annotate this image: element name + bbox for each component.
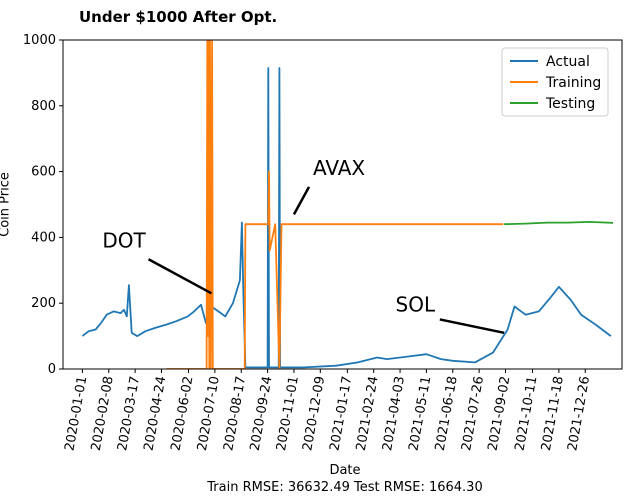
x-tick-label: 2020-04-24 [142, 375, 170, 452]
x-tick-label: 2020-08-17 [221, 375, 249, 452]
legend-box [501, 47, 609, 117]
y-tick-label: 1000 [23, 33, 56, 48]
x-tick-label: 2020-01-01 [62, 375, 90, 452]
x-tick-label: 2020-02-08 [89, 375, 117, 452]
annotation-arrow-avax [292, 186, 311, 215]
x-tick-label: 2020-12-09 [300, 375, 328, 452]
y-tick-label: 0 [48, 362, 56, 377]
x-axis-label: Date [329, 463, 361, 478]
x-tick-label: 2021-12-26 [565, 375, 593, 452]
x-tick-label: 2020-07-10 [195, 375, 223, 452]
x-tick-label: 2021-11-18 [539, 375, 567, 452]
annotation-avax: AVAX [313, 156, 365, 180]
legend-label-training: Training [545, 75, 601, 91]
x-tick-label: 2021-07-26 [459, 375, 487, 452]
annotation-arrow-dot [147, 258, 213, 295]
series-line-testing [504, 221, 614, 226]
y-tick-label: 800 [31, 99, 56, 114]
x-tick-label: 2021-01-17 [327, 375, 355, 452]
series-line-training [166, 40, 504, 369]
annotation-arrow-sol [439, 318, 505, 335]
legend-label-testing: Testing [545, 96, 595, 112]
y-tick-label: 400 [31, 230, 56, 245]
annotation-dot: DOT [102, 228, 146, 252]
x-tick-label: 2021-09-02 [486, 375, 514, 452]
y-tick-label: 600 [31, 165, 56, 180]
y-tick-label: 200 [31, 296, 56, 311]
x-tick-label: 2020-06-02 [169, 375, 197, 452]
x-tick-label: 2021-10-11 [513, 375, 541, 452]
x-tick-label: 2020-03-17 [115, 375, 143, 452]
plot-frame [62, 39, 623, 370]
x-tick-label: 2021-06-18 [433, 375, 461, 452]
x-tick-label: 2021-05-11 [406, 375, 434, 452]
chart-title: Under $1000 After Opt. [79, 8, 278, 26]
x-tick-label: 2020-11-01 [274, 375, 302, 452]
x-tick-label: 2020-09-24 [248, 375, 276, 452]
x-tick-label: 2021-02-24 [354, 375, 382, 452]
x-tick-label: 2021-04-03 [380, 375, 408, 452]
legend-label-actual: Actual [546, 54, 590, 70]
rmse-footer: Train RMSE: 36632.49 Test RMSE: 1664.30 [207, 480, 483, 495]
annotation-sol: SOL [396, 292, 436, 316]
